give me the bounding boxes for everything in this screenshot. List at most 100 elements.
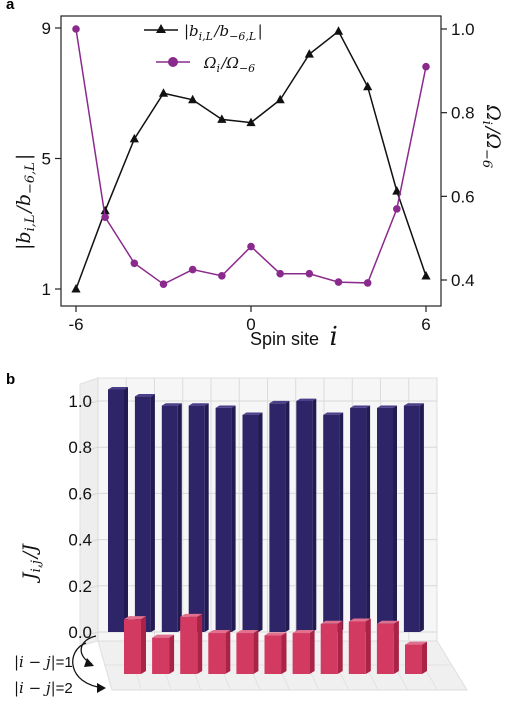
bar-nn-side [285, 400, 290, 632]
bar-nn-top [188, 403, 209, 406]
bar-nnn-top [180, 613, 203, 617]
data-point-triangle [275, 94, 285, 104]
ytick-label-b: 0.6 [68, 484, 92, 503]
bar-nn-side [393, 405, 397, 632]
xlabel-a: Spin site i [250, 322, 338, 352]
xtick-label-a: -6 [68, 315, 83, 334]
bar-nn-side [366, 405, 371, 632]
label-series-2: |i − j|=2 [14, 679, 73, 697]
data-point-triangle [333, 26, 344, 35]
bar-nnn [376, 623, 394, 674]
ytick-label-b: 0.2 [68, 577, 92, 596]
bar-nnn-top [208, 630, 231, 634]
bar-nnn [124, 619, 141, 674]
series-nearest-neighbor [108, 387, 424, 632]
gridline-side [79, 585, 99, 592]
bar-nnn-side [393, 620, 399, 674]
legend-marker-triangle [156, 24, 166, 33]
bar-nn-top [215, 405, 236, 408]
legend-label-amplitude: |bi,L /b−6,L | [184, 22, 263, 43]
bar-nn [188, 405, 205, 632]
annotation-arrows [72, 635, 106, 693]
data-point-triangle [158, 88, 169, 97]
ytick-label-b: 0.4 [68, 531, 92, 550]
bar-nnn-side [281, 632, 287, 674]
bar-nnn [405, 644, 422, 674]
gridline-side [79, 492, 99, 499]
ytick-right-label: 1.0 [451, 20, 475, 39]
data-point-circle [305, 269, 314, 278]
panel-b-label: b [6, 371, 15, 388]
bar-nnn-side [422, 641, 427, 674]
bar-nnn [236, 633, 254, 674]
data-point-circle [276, 269, 284, 278]
legend-label-omega: Ωi /Ω−6 [203, 54, 257, 75]
bar-nn-side [204, 403, 209, 632]
bar-nnn [180, 616, 198, 674]
bar-nn-top [161, 403, 182, 406]
bar-nn-top [296, 398, 317, 401]
bar-nn [296, 401, 313, 632]
bar-nnn-side [197, 613, 203, 674]
data-point-circle [159, 280, 168, 288]
bar-nnn-top [292, 630, 315, 634]
bar-nnn-side [225, 630, 231, 674]
data-point-triangle [129, 133, 139, 143]
axes-a: -6 0 6 1 5 9 0.4 0.6 0.8 1.0 [42, 19, 475, 334]
plot-frame-a [60, 15, 442, 307]
bar-nnn [264, 635, 282, 674]
bar-nn-side [177, 403, 182, 632]
data-point-circle [101, 213, 109, 222]
ylabel-left: |bi,L /b−6,L | [13, 154, 38, 250]
ytick-right-label: 0.4 [451, 271, 475, 290]
side-wall [79, 377, 99, 647]
bar-nn [377, 407, 393, 632]
gridline-side [79, 631, 99, 638]
panel-a-label: a [6, 0, 15, 13]
bar-nn-top [242, 412, 263, 415]
ylabel-b: Ji,j /J [19, 543, 44, 584]
data-point-triangle [217, 114, 227, 123]
xtick-label-a: 6 [421, 315, 430, 334]
bar-nn-side [419, 403, 424, 632]
bar-nn [323, 414, 340, 632]
bar-nnn [152, 637, 170, 674]
data-point-circle [72, 25, 80, 33]
panel-b: b 0.0 0.2 0.4 0.6 0.8 1.0 Ji,j /J |i − j|=1 |… [6, 371, 468, 697]
bar-nn [215, 407, 232, 632]
gridline-side [79, 539, 99, 546]
bar-nn-top [323, 412, 344, 415]
bar-nnn [292, 633, 310, 674]
bar-nn-side [231, 405, 236, 632]
bar-nnn-top [152, 634, 175, 638]
ytick-label-b: 0.0 [68, 623, 92, 642]
data-point-triangle [246, 117, 256, 127]
bar-nnn-side [365, 618, 371, 674]
series-omega [72, 25, 430, 288]
bar-nn [134, 396, 151, 632]
yticks-b: 0.0 0.2 0.4 0.6 0.8 1.0 [68, 392, 92, 642]
data-point-triangle [100, 205, 110, 215]
data-point-circle [218, 272, 226, 280]
bar-nnn [208, 633, 226, 674]
bar-nn [403, 405, 420, 632]
bar-nn-top [350, 405, 371, 408]
ytick-right-label: 0.8 [451, 104, 475, 123]
bar-nnn-top [376, 620, 399, 624]
bar-nn-side [150, 393, 155, 632]
bar-nnn-side [309, 630, 315, 674]
bar-nn [269, 403, 286, 632]
bar-nn-side [312, 398, 317, 632]
data-point-circle [393, 205, 401, 213]
bar-nnn-top [320, 620, 343, 624]
ytick-label-b: 0.8 [68, 438, 92, 457]
data-point-triangle [304, 49, 314, 58]
data-point-circle [130, 259, 139, 268]
ytick-left-label: 1 [42, 280, 51, 299]
ytick-left-label: 5 [42, 150, 51, 169]
ylabel-right: Ωi /Ω−6 [479, 104, 504, 170]
gridline-side [79, 400, 99, 407]
series-next-nearest-neighbor [124, 613, 427, 674]
data-point-circle [334, 278, 343, 286]
